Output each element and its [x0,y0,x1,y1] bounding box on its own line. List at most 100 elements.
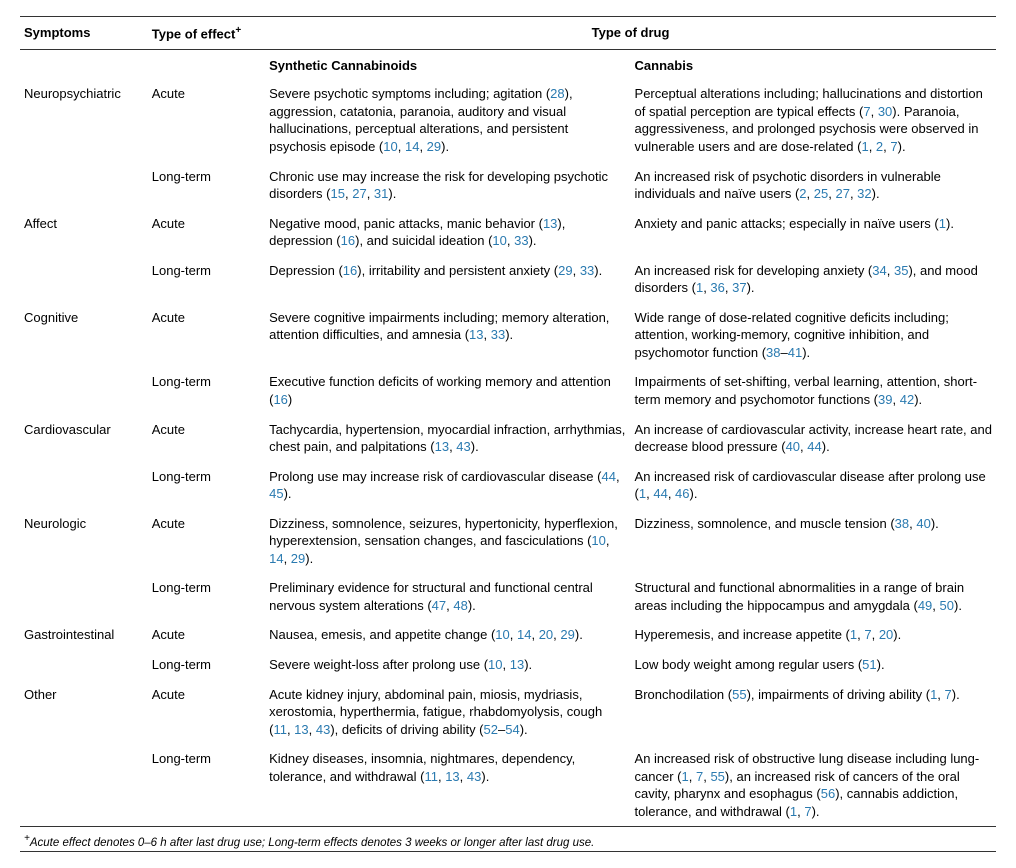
citation-ref[interactable]: 7 [890,139,897,154]
citation-ref[interactable]: 40 [786,439,800,454]
table-row: GastrointestinalAcuteNausea, emesis, and… [20,620,996,650]
citation-ref[interactable]: 55 [710,769,724,784]
synthetic-cell: Severe cognitive impairments including; … [265,303,630,368]
citation-ref[interactable]: 47 [432,598,446,613]
effect-type-cell: Long-term [148,573,265,620]
citation-ref[interactable]: 37 [732,280,746,295]
citation-ref[interactable]: 1 [939,216,946,231]
citation-ref[interactable]: 1 [930,687,937,702]
citation-ref[interactable]: 13 [294,722,308,737]
citation-ref[interactable]: 44 [807,439,821,454]
footnote: +Acute effect denotes 0–6 h after last d… [20,827,996,852]
citation-ref[interactable]: 29 [291,551,305,566]
citation-ref[interactable]: 27 [352,186,366,201]
citation-ref[interactable]: 10 [591,533,605,548]
citation-ref[interactable]: 33 [514,233,528,248]
effect-type-cell: Acute [148,680,265,745]
citation-ref[interactable]: 32 [857,186,871,201]
symptom-cell [20,462,148,509]
citation-ref[interactable]: 7 [696,769,703,784]
header-symptoms: Symptoms [20,17,148,50]
citation-ref[interactable]: 40 [916,516,930,531]
citation-ref[interactable]: 10 [492,233,506,248]
citation-ref[interactable]: 10 [495,627,509,642]
synthetic-cell: Dizziness, somnolence, seizures, hyperto… [265,509,630,574]
synthetic-cell: Severe weight-loss after prolong use (10… [265,650,630,680]
citation-ref[interactable]: 13 [543,216,557,231]
citation-ref[interactable]: 31 [374,186,388,201]
table-row: CognitiveAcuteSevere cognitive impairmen… [20,303,996,368]
citation-ref[interactable]: 1 [682,769,689,784]
citation-ref[interactable]: 1 [639,486,646,501]
citation-ref[interactable]: 43 [467,769,481,784]
citation-ref[interactable]: 1 [861,139,868,154]
citation-ref[interactable]: 55 [732,687,746,702]
citation-ref[interactable]: 16 [273,392,287,407]
citation-ref[interactable]: 52 [484,722,498,737]
footnote-sup: + [24,833,30,844]
citation-ref[interactable]: 49 [918,598,932,613]
citation-ref[interactable]: 44 [601,469,615,484]
citation-ref[interactable]: 16 [343,263,357,278]
citation-ref[interactable]: 43 [316,722,330,737]
cannabis-cell: Structural and functional abnormalities … [631,573,996,620]
citation-ref[interactable]: 33 [580,263,594,278]
citation-ref[interactable]: 42 [900,392,914,407]
citation-ref[interactable]: 14 [517,627,531,642]
citation-ref[interactable]: 14 [269,551,283,566]
table-row: CardiovascularAcuteTachycardia, hyperten… [20,415,996,462]
cannabis-cell: Bronchodilation (55), impairments of dri… [631,680,996,745]
citation-ref[interactable]: 29 [560,627,574,642]
citation-ref[interactable]: 10 [383,139,397,154]
citation-ref[interactable]: 36 [710,280,724,295]
citation-ref[interactable]: 38 [766,345,780,360]
citation-ref[interactable]: 1 [696,280,703,295]
citation-ref[interactable]: 13 [469,327,483,342]
citation-ref[interactable]: 13 [445,769,459,784]
citation-ref[interactable]: 45 [269,486,283,501]
citation-ref[interactable]: 56 [821,786,835,801]
citation-ref[interactable]: 29 [427,139,441,154]
synthetic-cell: Chronic use may increase the risk for de… [265,162,630,209]
citation-ref[interactable]: 13 [435,439,449,454]
symptom-cell [20,573,148,620]
citation-ref[interactable]: 43 [456,439,470,454]
citation-ref[interactable]: 20 [539,627,553,642]
citation-ref[interactable]: 15 [331,186,345,201]
citation-ref[interactable]: 7 [945,687,952,702]
citation-ref[interactable]: 30 [878,104,892,119]
citation-ref[interactable]: 34 [872,263,886,278]
citation-ref[interactable]: 11 [273,722,287,737]
citation-ref[interactable]: 1 [790,804,797,819]
citation-ref[interactable]: 38 [895,516,909,531]
citation-ref[interactable]: 13 [510,657,524,672]
citation-ref[interactable]: 28 [550,86,564,101]
synthetic-cell: Acute kidney injury, abdominal pain, mio… [265,680,630,745]
citation-ref[interactable]: 39 [878,392,892,407]
citation-ref[interactable]: 35 [894,263,908,278]
citation-ref[interactable]: 10 [488,657,502,672]
citation-ref[interactable]: 46 [675,486,689,501]
citation-ref[interactable]: 51 [862,657,876,672]
citation-ref[interactable]: 2 [876,139,883,154]
citation-ref[interactable]: 25 [814,186,828,201]
citation-ref[interactable]: 44 [653,486,667,501]
citation-ref[interactable]: 16 [341,233,355,248]
citation-ref[interactable]: 2 [799,186,806,201]
citation-ref[interactable]: 41 [788,345,802,360]
table-row: NeuropsychiatricAcuteSevere psychotic sy… [20,79,996,161]
citation-ref[interactable]: 20 [879,627,893,642]
citation-ref[interactable]: 11 [424,769,438,784]
citation-ref[interactable]: 14 [405,139,419,154]
citation-ref[interactable]: 7 [804,804,811,819]
citation-ref[interactable]: 1 [850,627,857,642]
citation-ref[interactable]: 54 [505,722,519,737]
citation-ref[interactable]: 7 [863,104,870,119]
citation-ref[interactable]: 48 [453,598,467,613]
citation-ref[interactable]: 33 [491,327,505,342]
citation-ref[interactable]: 27 [835,186,849,201]
citation-ref[interactable]: 29 [558,263,572,278]
citation-ref[interactable]: 7 [864,627,871,642]
citation-ref[interactable]: 50 [940,598,954,613]
symptom-cell [20,744,148,827]
